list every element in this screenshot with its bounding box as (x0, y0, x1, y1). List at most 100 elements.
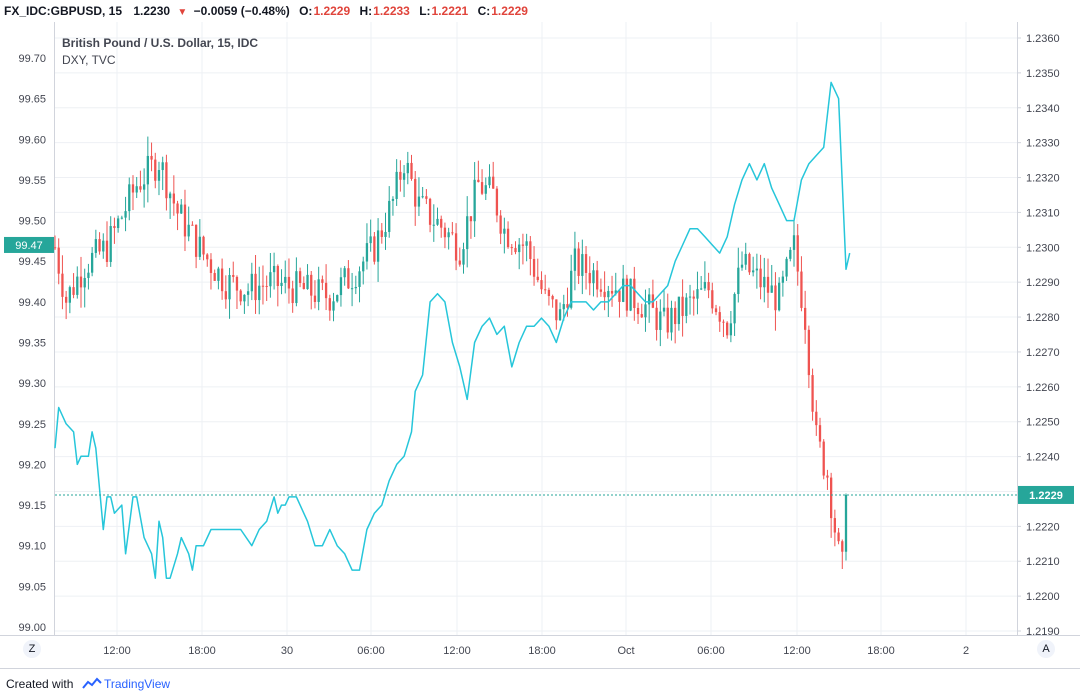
candle (804, 290, 807, 344)
candle-body (198, 236, 201, 257)
candle (525, 233, 528, 262)
candle-body (206, 254, 209, 260)
candle-body (737, 267, 740, 295)
candle-body (291, 288, 294, 304)
candle-body (376, 230, 380, 262)
candle (150, 142, 153, 172)
candle-body (172, 193, 175, 204)
candle-body (321, 279, 324, 283)
candle (726, 321, 729, 339)
candle (633, 266, 636, 321)
candle (644, 289, 647, 332)
candle-body (336, 295, 339, 302)
candle-body (521, 244, 525, 246)
candle (573, 231, 577, 291)
candle (213, 269, 216, 281)
candle-body (61, 273, 64, 297)
candle (503, 217, 506, 254)
candle (480, 169, 484, 196)
candle (53, 235, 57, 251)
candle (198, 219, 201, 260)
left-price-axis[interactable]: 99.70 99.65 99.60 99.55 99.50 99.45 99.40 99.35… (18, 53, 46, 634)
candle (822, 439, 825, 480)
legend-second-series[interactable]: DXY, TVC (62, 53, 116, 67)
candle-body (194, 224, 198, 257)
candle (306, 264, 309, 290)
candle-body (317, 279, 320, 302)
candle (339, 267, 343, 307)
chart-legend: British Pound / U.S. Dollar, 15, IDC DXY… (62, 36, 258, 67)
left-tick-label: 99.35 (18, 338, 46, 350)
candle-body (384, 231, 387, 237)
candle-body (815, 411, 818, 426)
candle-body (733, 294, 736, 324)
candle (302, 276, 305, 290)
candle-body (640, 314, 643, 318)
candle-body (841, 541, 844, 552)
candle (447, 227, 450, 250)
candle-body (232, 275, 235, 277)
candle (577, 242, 580, 285)
candle (737, 247, 740, 303)
candle-body (577, 248, 580, 276)
candle (466, 196, 469, 268)
candle (399, 160, 402, 192)
candle-body (276, 265, 279, 287)
candle-body (514, 248, 517, 253)
candle (792, 218, 796, 267)
candle (250, 262, 253, 301)
price-chart[interactable]: 99.70 99.65 99.60 99.55 99.50 99.45 99.40 99.35… (0, 0, 1080, 668)
candle (558, 302, 562, 321)
candle (551, 294, 554, 308)
candle (102, 233, 105, 259)
candle (425, 189, 428, 205)
candle (681, 279, 684, 337)
candle (135, 177, 138, 199)
candle-body (718, 312, 721, 322)
candle-body (380, 230, 383, 237)
time-axis[interactable]: 12:00 18:00 30 06:00 12:00 18:00 Oct 06:00 12:00… (103, 645, 969, 657)
candle-body (224, 291, 227, 300)
candle-body (518, 244, 521, 253)
candle (492, 161, 495, 189)
candle (462, 242, 465, 274)
candle (674, 301, 677, 344)
candle-body (748, 253, 751, 273)
candle (785, 256, 788, 282)
candle (488, 164, 491, 189)
candle-body (150, 155, 153, 160)
candle-body (436, 218, 439, 225)
footer-brand-link[interactable]: TradingView (104, 677, 171, 691)
candle (432, 204, 435, 242)
candle (518, 237, 521, 270)
candle (495, 186, 499, 223)
symbol-label[interactable]: FX_IDC:GBPUSD, 15 (4, 4, 123, 18)
candle-body (800, 271, 803, 308)
candle (83, 268, 86, 308)
legend-main-series[interactable]: British Pound / U.S. Dollar, 15, IDC (62, 36, 258, 50)
zoom-toggle-button[interactable]: Z (23, 640, 41, 658)
candle-body (298, 271, 302, 283)
candle-body (310, 274, 313, 296)
candle (414, 171, 417, 226)
footer: Created with TradingView (0, 668, 1080, 699)
candle (358, 266, 361, 303)
right-tick-label: 1.2210 (1026, 556, 1060, 568)
candle-body (458, 260, 461, 265)
candle-body (116, 218, 120, 229)
candle (666, 293, 669, 339)
candle (406, 151, 409, 185)
candle (636, 302, 640, 324)
candle (313, 280, 317, 309)
candle (72, 273, 75, 299)
candle (421, 186, 424, 199)
candle-body (510, 247, 513, 249)
candle-body (789, 249, 792, 259)
candle-body (261, 285, 265, 287)
candle-body (681, 296, 684, 316)
left-tick-label: 99.20 (18, 459, 46, 471)
left-tick-label: 99.55 (18, 175, 46, 187)
auto-scale-button[interactable]: A (1037, 640, 1055, 658)
candle (748, 252, 751, 275)
candle (120, 215, 123, 220)
